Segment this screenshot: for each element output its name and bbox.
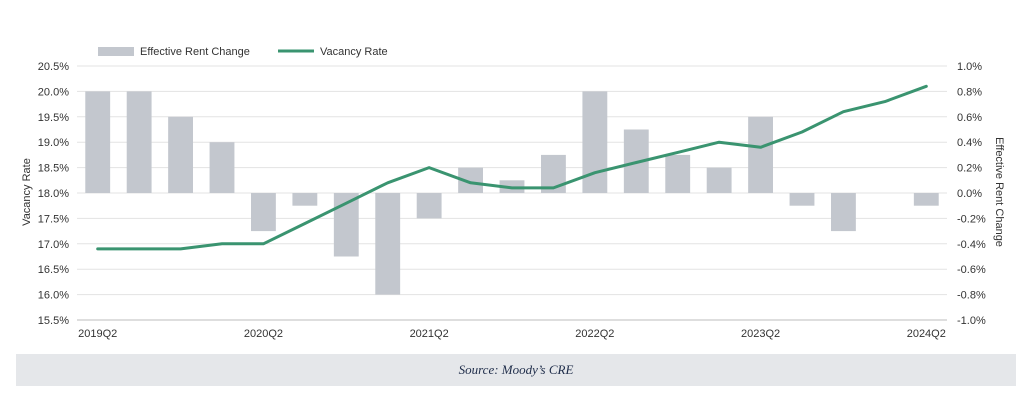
x-tick-label: 2023Q2 [741, 328, 780, 340]
rent-change-bar [168, 116, 193, 193]
left-axis-ticks: 15.5% 16.0% 16.5% 17.0% 17.5% 18.0% 18.5% 19.0%… [38, 61, 69, 327]
right-tick-label: -0.6% [957, 264, 986, 276]
right-tick-label: 1.0% [957, 61, 982, 73]
right-axis-ticks: -1.0% -0.8% -0.6% -0.4% -0.2% 0.0% 0.2% 0.4% 0.6… [957, 61, 986, 327]
right-tick-label: 0.6% [957, 112, 982, 124]
vacancy-line-layer [96, 84, 928, 251]
rent-change-bar [665, 154, 691, 193]
rent-change-bar [126, 91, 152, 193]
left-tick-label: 15.5% [38, 315, 69, 327]
left-tick-label: 19.5% [38, 112, 69, 124]
right-tick-label: -0.8% [957, 290, 986, 302]
x-tick-label: 2019Q2 [78, 328, 117, 340]
source-text: Source: Moody’s CRE [458, 362, 574, 377]
rent-change-bar [416, 193, 442, 219]
rent-change-bar [789, 193, 815, 206]
rent-change-bar [251, 193, 276, 232]
legend-swatch-rent [98, 47, 134, 56]
rent-change-bar [582, 91, 608, 193]
rent-change-bar [913, 193, 939, 206]
rent-change-bar [706, 167, 732, 193]
left-tick-label: 19.0% [38, 137, 69, 149]
left-tick-label: 20.0% [38, 86, 69, 98]
rent-change-bar [292, 193, 318, 206]
rent-change-bar [375, 193, 401, 295]
rent-change-bar [209, 142, 235, 193]
x-tick-label: 2022Q2 [575, 328, 614, 340]
right-tick-label: -0.2% [957, 213, 986, 225]
left-tick-label: 17.5% [38, 213, 69, 225]
right-tick-label: 0.8% [957, 86, 982, 98]
rent-change-bar [831, 193, 856, 232]
x-axis-ticks: 2019Q2 2020Q2 2021Q2 2022Q2 2023Q2 2024Q2 [78, 328, 946, 340]
right-tick-label: 0.2% [957, 163, 982, 175]
right-tick-label: -1.0% [957, 315, 986, 327]
right-tick-label: -0.4% [957, 239, 986, 251]
legend-label-rent: Effective Rent Change [140, 46, 250, 58]
source-footer: Source: Moody’s CRE [16, 354, 1016, 386]
rent-change-bar [748, 116, 773, 193]
left-tick-label: 20.5% [38, 61, 69, 73]
left-tick-label: 16.5% [38, 264, 69, 276]
x-tick-label: 2020Q2 [244, 328, 283, 340]
rent-change-bar [85, 91, 111, 193]
x-tick-label: 2024Q2 [907, 328, 946, 340]
left-tick-label: 18.0% [38, 188, 69, 200]
left-tick-label: 18.5% [38, 163, 69, 175]
legend-label-vacancy: Vacancy Rate [320, 46, 388, 58]
rent-change-bars [85, 91, 939, 295]
left-tick-label: 17.0% [38, 239, 69, 251]
x-tick-label: 2021Q2 [410, 328, 449, 340]
legend: Effective Rent Change Vacancy Rate [98, 46, 388, 58]
left-tick-label: 16.0% [38, 290, 69, 302]
left-axis-title: Vacancy Rate [21, 158, 33, 226]
vacancy-rate-line [96, 84, 928, 251]
combo-chart: 15.5% 16.0% 16.5% 17.0% 17.5% 18.0% 18.5% 19.0%… [21, 46, 1005, 340]
right-tick-label: 0.4% [957, 137, 982, 149]
right-tick-label: 0.0% [957, 188, 982, 200]
right-axis-title: Effective Rent Change [993, 137, 1005, 247]
